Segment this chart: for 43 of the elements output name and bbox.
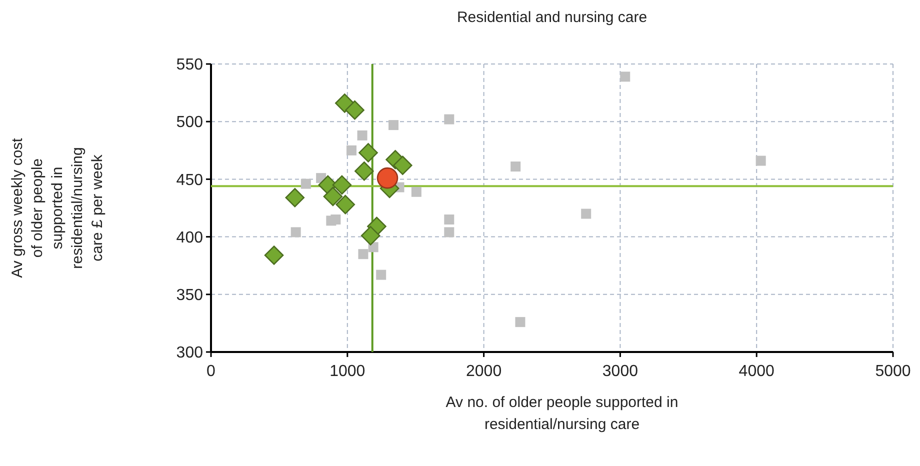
x-tick-label: 5000	[875, 363, 911, 380]
point	[376, 167, 398, 189]
x-tick-label: 4000	[738, 363, 774, 380]
point	[285, 188, 305, 208]
point	[354, 161, 374, 181]
y-tick-label: 400	[176, 229, 204, 246]
point	[444, 214, 454, 225]
y-tick-label: 450	[176, 172, 204, 189]
point	[358, 143, 378, 162]
point	[332, 175, 352, 195]
point	[388, 120, 399, 130]
point	[300, 178, 311, 189]
point	[756, 156, 766, 166]
point	[392, 156, 412, 176]
y-tick-label: 300	[176, 344, 204, 362]
y-axis-title: Av gross weekly cost of older people supported in residential/nursing care £ per week	[9, 137, 106, 278]
point	[411, 186, 422, 197]
point	[515, 317, 526, 328]
point	[336, 194, 356, 214]
point	[444, 227, 454, 238]
x-tick-label: 3000	[602, 363, 638, 380]
y-tick-label: 500	[176, 114, 204, 132]
point	[345, 100, 364, 120]
point	[330, 214, 341, 225]
y-tick-label: 350	[176, 287, 204, 304]
point	[357, 130, 368, 140]
x-tick-label: 0	[206, 363, 216, 380]
point	[360, 226, 380, 246]
x-axis-title: Av no. of older people supported in residential/nursing care	[446, 394, 678, 433]
x-tick-label: 1000	[330, 363, 366, 380]
chart-title: Residential and nursing care	[456, 9, 648, 26]
point	[264, 246, 284, 265]
y-tick-label: 550	[176, 56, 204, 74]
point	[346, 145, 356, 156]
point	[620, 72, 630, 82]
point	[290, 227, 301, 238]
point	[358, 249, 368, 260]
point	[581, 208, 592, 219]
point	[510, 162, 521, 172]
point	[444, 114, 454, 124]
point	[323, 186, 343, 206]
point	[376, 270, 386, 280]
x-tick-label: 2000	[466, 363, 502, 380]
